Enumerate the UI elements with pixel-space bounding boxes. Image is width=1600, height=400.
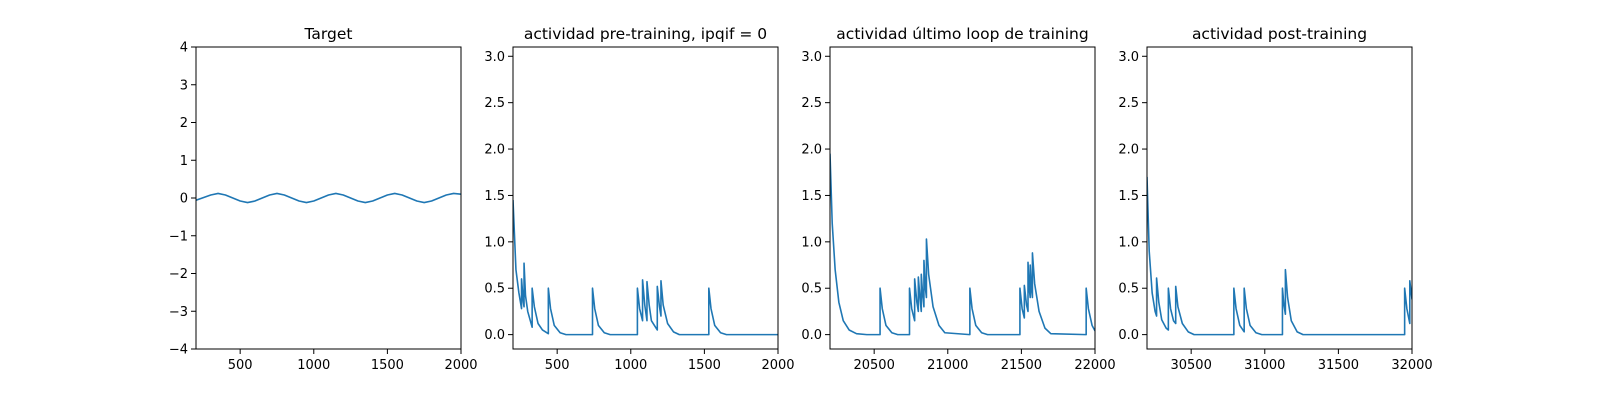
panel-title: actividad pre-training, ipqif = 0: [524, 25, 767, 43]
y-tick-label: 0.0: [484, 328, 505, 343]
y-tick-label: 0.0: [801, 328, 822, 343]
y-tick-label: 1.0: [801, 235, 822, 250]
y-tick-label: 1: [180, 154, 188, 169]
axes-frame: [1146, 46, 1413, 350]
y-tick-label: 3: [180, 78, 188, 93]
axes-frame: [829, 46, 1096, 350]
y-tick-label: 2.0: [1118, 143, 1139, 158]
x-tick-label: 20500: [853, 358, 894, 373]
y-tick-label: 1.0: [1118, 235, 1139, 250]
x-tick-label: 32000: [1391, 358, 1432, 373]
y-tick-label: 1.5: [1118, 189, 1139, 204]
x-tick-label: 31500: [1318, 358, 1359, 373]
y-tick-label: 3.0: [484, 50, 505, 65]
y-tick-label: −4: [169, 343, 188, 358]
panel-pre-training: actividad pre-training, ipqif = 0 500 100…: [484, 25, 794, 373]
x-tick-label: 21000: [927, 358, 968, 373]
series-line: [513, 200, 778, 336]
panel-title: actividad post-training: [1192, 25, 1367, 43]
panel-post-training: actividad post-training 30500 31000 31500 3…: [1118, 25, 1432, 373]
y-tick-label: 2.0: [484, 143, 505, 158]
y-tick-label: 0.5: [1118, 282, 1139, 297]
x-tick-label: 30500: [1170, 358, 1211, 373]
x-tick-label: 500: [228, 358, 253, 373]
y-tick-label: 1.5: [801, 189, 822, 204]
x-tick-label: 1000: [297, 358, 330, 373]
x-tick-label: 2000: [761, 358, 794, 373]
y-tick-label: 2.5: [484, 96, 505, 111]
axes-frame: [512, 46, 779, 350]
y-tick-label: 0.0: [1118, 328, 1139, 343]
y-tick-label: 0.5: [484, 282, 505, 297]
panel-last-training-loop: actividad último loop de training 20500 2…: [801, 25, 1115, 373]
y-tick-label: 3.0: [801, 50, 822, 65]
x-tick-label: 2000: [444, 358, 477, 373]
y-tick-label: −3: [169, 305, 188, 320]
y-tick-label: 2.5: [1118, 96, 1139, 111]
x-tick-label: 1000: [614, 358, 647, 373]
series-line: [196, 192, 461, 204]
panel-target: Target 500 1000 1500 2000 −4 −3 −2 −1 0 1 2 3 4: [169, 25, 478, 373]
x-tick-label: 21500: [1001, 358, 1042, 373]
panel-title: Target: [304, 25, 353, 43]
y-tick-label: 3.0: [1118, 50, 1139, 65]
y-tick-label: 4: [180, 41, 188, 56]
y-tick-label: −1: [169, 229, 188, 244]
x-tick-label: 31000: [1244, 358, 1285, 373]
x-tick-label: 500: [545, 358, 570, 373]
series-line: [830, 153, 1095, 336]
y-tick-label: 1.5: [484, 189, 505, 204]
x-tick-label: 1500: [371, 358, 404, 373]
x-tick-label: 22000: [1074, 358, 1115, 373]
x-tick-label: 1500: [688, 358, 721, 373]
y-tick-label: 2: [180, 116, 188, 131]
y-tick-label: 0: [180, 192, 188, 207]
y-tick-label: 2.0: [801, 143, 822, 158]
y-tick-label: −2: [169, 267, 188, 282]
panel-title: actividad último loop de training: [836, 25, 1088, 43]
y-tick-label: 0.5: [801, 282, 822, 297]
series-line: [1147, 176, 1412, 336]
y-tick-label: 2.5: [801, 96, 822, 111]
y-tick-label: 1.0: [484, 235, 505, 250]
